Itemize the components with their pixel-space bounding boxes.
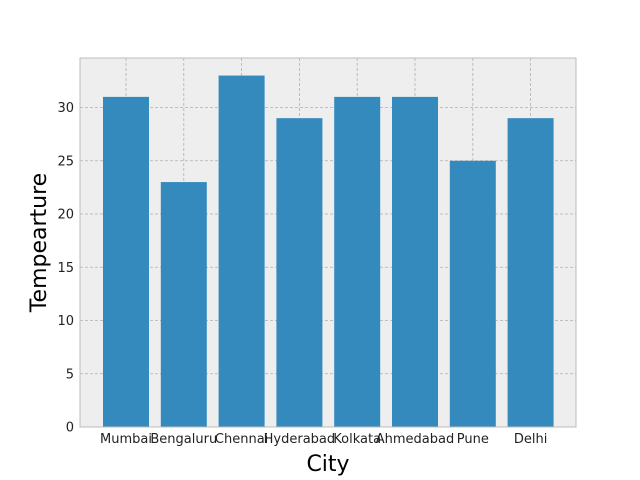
y-tick-label: 0 (66, 421, 74, 436)
bars-group (103, 75, 554, 428)
x-tick-label: Bengaluru (150, 432, 217, 447)
x-tick-label: Hyderabad (264, 432, 336, 447)
plot-frame (79, 57, 577, 428)
x-tick-label: Chennai (215, 432, 268, 447)
bar-mumbai (103, 96, 149, 428)
y-axis-ticks: 0 5 10 15 20 25 30 (57, 101, 74, 435)
x-tick-label: Pune (457, 432, 489, 447)
x-axis-label: City (306, 452, 349, 477)
bar-pune (449, 160, 496, 427)
bar-chennai (218, 75, 265, 428)
bar-hyderabad (276, 118, 323, 428)
x-tick-label: Ahmedabad (376, 432, 454, 447)
bar-ahmedabad (392, 96, 438, 428)
y-axis-label: Tempearture (27, 173, 52, 313)
bar-delhi (507, 118, 554, 428)
x-tick-label: Kolkata (333, 432, 381, 447)
y-tick-label: 10 (57, 314, 74, 329)
y-tick-label: 5 (66, 367, 74, 382)
bar-kolkata (334, 96, 381, 428)
y-tick-label: 30 (57, 101, 74, 116)
x-tick-label: Delhi (514, 432, 547, 447)
y-tick-label: 20 (57, 208, 74, 223)
bar-bengaluru (160, 182, 207, 427)
x-tick-label: Mumbai (100, 432, 152, 447)
plot-background (80, 58, 576, 427)
x-axis-ticks: MumbaiBengaluruChennaiHyderabadKolkataAh… (100, 432, 547, 447)
y-tick-label: 15 (57, 261, 74, 276)
y-tick-label: 25 (57, 154, 74, 169)
